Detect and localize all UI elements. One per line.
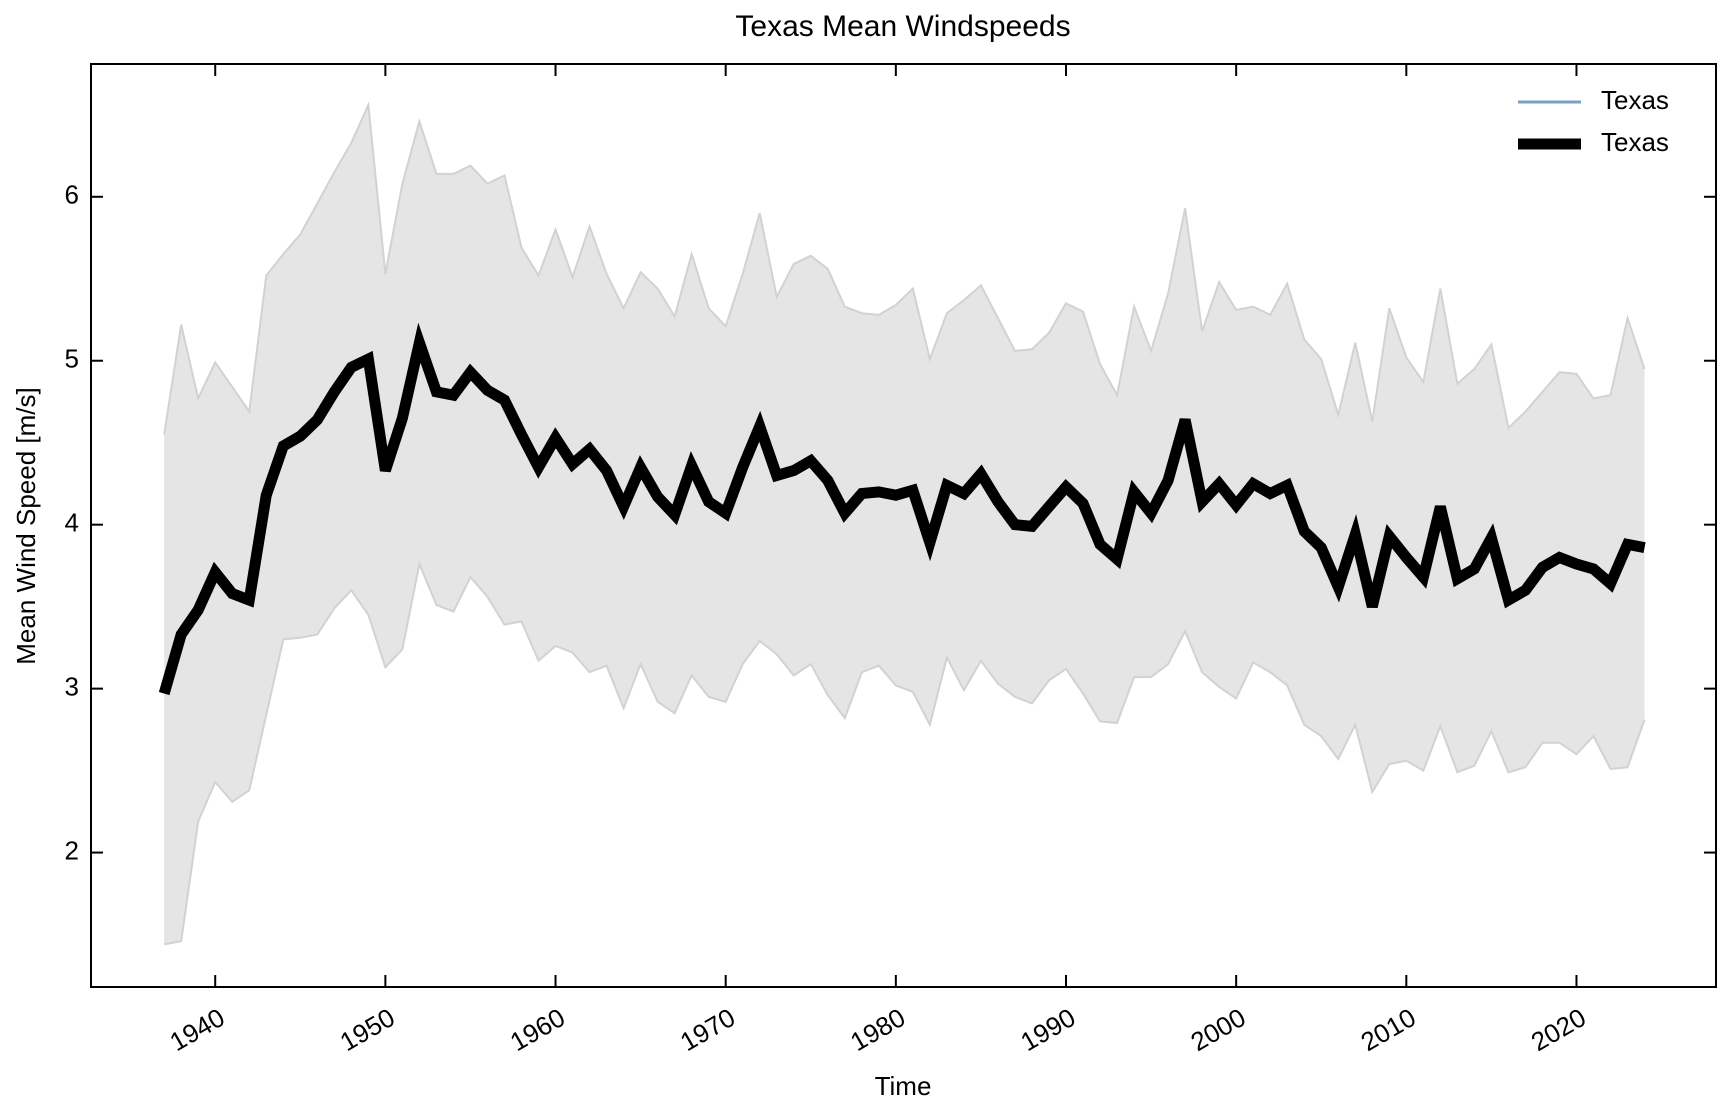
x-tick-label: 1990 — [1015, 1002, 1080, 1057]
y-axis-label: Mean Wind Speed [m/s] — [11, 387, 41, 664]
x-axis-label: Time — [875, 1071, 932, 1101]
legend-label: Texas — [1601, 85, 1669, 115]
y-tick-label: 6 — [65, 180, 79, 210]
band-edge — [163, 101, 1646, 435]
x-tick-label: 1980 — [845, 1002, 910, 1057]
x-tick-label: 2020 — [1526, 1002, 1591, 1057]
y-tick-label: 2 — [65, 835, 79, 865]
x-tick-label: 2010 — [1356, 1002, 1421, 1057]
chart-title: Texas Mean Windspeeds — [735, 10, 1070, 43]
y-tick-label: 4 — [65, 508, 79, 538]
band-edge — [163, 560, 1646, 946]
x-tick-label: 1950 — [335, 1002, 400, 1057]
x-tick-label: 1960 — [505, 1002, 570, 1057]
legend-label: Texas — [1601, 127, 1669, 157]
x-tick-label: 2000 — [1186, 1002, 1251, 1057]
x-tick-label: 1940 — [165, 1002, 230, 1057]
y-tick-label: 5 — [65, 344, 79, 374]
series-line — [158, 322, 1646, 696]
x-tick-label: 1970 — [675, 1002, 740, 1057]
band-fill — [164, 104, 1645, 945]
y-tick-label: 3 — [65, 671, 79, 701]
